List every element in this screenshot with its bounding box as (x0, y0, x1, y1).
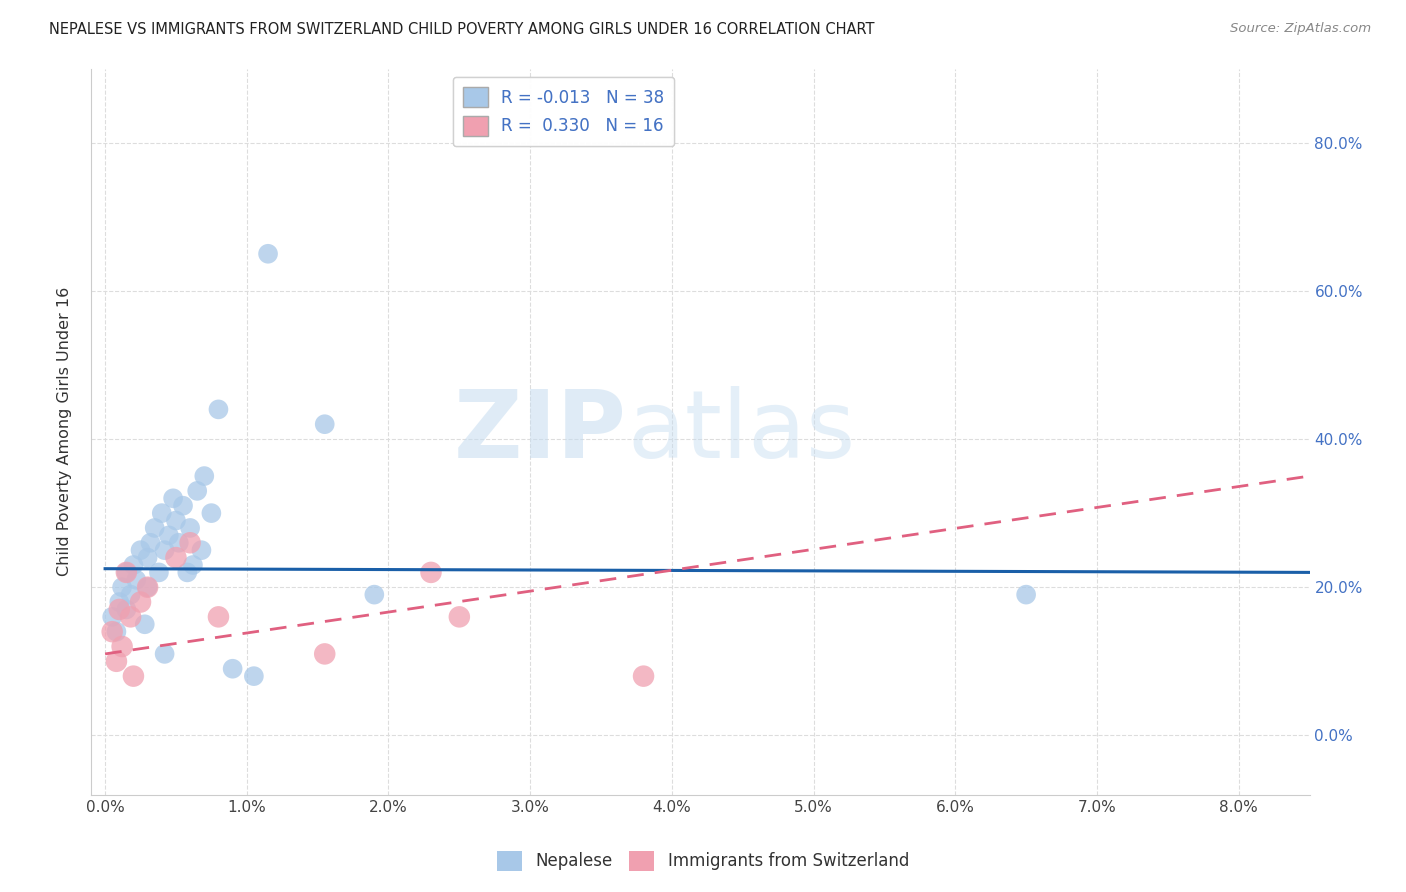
Point (122, 558, 145, 572)
Point (179, 535, 201, 549)
Point (200, 506, 222, 520)
Point (186, 483, 208, 498)
Point (101, 624, 124, 639)
Point (111, 580, 134, 594)
Text: NEPALESE VS IMMIGRANTS FROM SWITZERLAND CHILD POVERTY AMONG GIRLS UNDER 16 CORRE: NEPALESE VS IMMIGRANTS FROM SWITZERLAND … (49, 22, 875, 37)
Point (190, 543, 212, 558)
Point (257, 246, 280, 260)
Point (157, 528, 180, 542)
Point (139, 535, 162, 549)
Point (111, 640, 134, 654)
Point (207, 610, 229, 624)
Point (122, 669, 145, 683)
Point (115, 602, 138, 616)
Point (165, 550, 187, 565)
Point (420, 566, 443, 580)
Point (153, 647, 176, 661)
Legend: Nepalese, Immigrants from Switzerland: Nepalese, Immigrants from Switzerland (489, 842, 917, 880)
Point (120, 610, 142, 624)
Point (179, 521, 201, 535)
Point (363, 588, 385, 602)
Point (125, 573, 148, 587)
Point (148, 566, 170, 580)
Point (115, 566, 138, 580)
Point (221, 662, 243, 676)
Point (172, 499, 194, 513)
Point (129, 543, 152, 558)
Point (449, 610, 471, 624)
Point (207, 402, 229, 417)
Point (129, 595, 152, 609)
Point (143, 521, 166, 535)
Point (101, 610, 124, 624)
Point (105, 654, 128, 668)
Point (633, 669, 655, 683)
Point (181, 558, 204, 572)
Point (314, 417, 336, 432)
Point (150, 506, 173, 520)
Point (115, 566, 138, 580)
Point (167, 535, 190, 549)
Point (1015, 588, 1038, 602)
Point (136, 550, 159, 565)
Point (153, 543, 176, 558)
Point (243, 669, 266, 683)
Point (314, 647, 336, 661)
Point (108, 602, 131, 616)
Point (136, 580, 159, 594)
Text: atlas: atlas (627, 385, 855, 477)
Point (193, 469, 215, 483)
Point (108, 595, 131, 609)
Y-axis label: Child Poverty Among Girls Under 16: Child Poverty Among Girls Under 16 (58, 287, 72, 576)
Point (176, 566, 198, 580)
Point (120, 588, 142, 602)
Text: Source: ZipAtlas.com: Source: ZipAtlas.com (1230, 22, 1371, 36)
Legend: R = -0.013   N = 38, R =  0.330   N = 16: R = -0.013 N = 38, R = 0.330 N = 16 (453, 77, 673, 146)
Point (105, 624, 128, 639)
Point (165, 514, 187, 528)
Text: ZIP: ZIP (454, 385, 627, 477)
Point (162, 491, 184, 506)
Point (134, 617, 156, 632)
Point (136, 580, 159, 594)
